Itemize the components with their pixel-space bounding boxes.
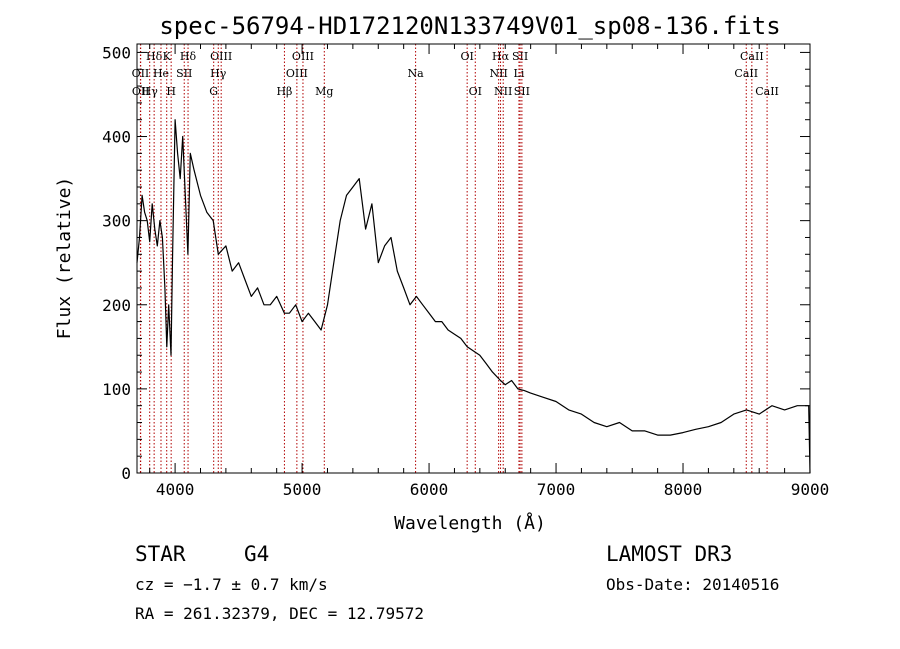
line-label: CaII [740,50,764,63]
chart-title: spec-56794-HD172120N133749V01_sp08-136.f… [159,12,780,40]
spectrum-line [136,119,811,474]
x-tick-label: 8000 [664,480,703,499]
line-label: OIII [286,67,308,80]
y-axis: 0 100 200 300 400 500 [102,43,810,483]
coordinates: RA = 261.32379, DEC = 12.79572 [135,604,424,623]
object-subclass: G4 [244,542,269,566]
line-label: Hγ [210,67,227,80]
line-label: Hδ [180,50,197,63]
x-axis-label: Wavelength (Å) [394,512,546,534]
line-label: K [163,50,172,63]
line-label: SII [512,50,528,63]
line-label: OI [469,85,482,98]
x-tick-label: 9000 [791,480,830,499]
line-label: Li [514,67,525,80]
spectrum-series [136,119,811,474]
line-label: G [209,85,218,98]
line-label: NII [489,67,507,80]
x-tick-label: 7000 [537,480,576,499]
line-label: CaII [734,67,758,80]
y-tick-label: 200 [102,296,131,315]
survey-name: LAMOST DR3 [606,542,732,566]
line-label: Hγ [142,85,159,98]
x-tick-label: 5000 [283,480,322,499]
redshift-velocity: cz = −1.7 ± 0.7 km/s [135,575,328,594]
y-tick-label: 300 [102,212,131,231]
line-label: OI [460,50,473,63]
line-label: SII [514,85,530,98]
line-label: Hδ [146,50,163,63]
plot-frame [136,43,811,474]
y-tick-label: 0 [121,464,131,483]
line-label: Hβ [276,85,292,98]
observation-date: Obs-Date: 20140516 [606,575,779,594]
x-tick-label: 4000 [156,480,195,499]
line-label: OIII [210,50,232,63]
line-label: He [153,67,169,80]
x-axis: 4000 5000 6000 7000 8000 9000 [149,44,830,499]
y-tick-label: 400 [102,128,131,147]
y-tick-label: 500 [102,43,131,62]
line-label: Mg [315,85,333,98]
line-label: OIII [292,50,314,63]
line-label: Na [408,67,425,80]
line-label: H [166,85,176,98]
line-label: OII [132,85,150,98]
line-label: NII [494,85,512,98]
line-label: CaII [755,85,779,98]
line-label: Hα [492,50,510,63]
line-label: SII [176,67,192,80]
x-tick-label: 6000 [410,480,449,499]
object-class: STAR [135,542,186,566]
y-tick-label: 100 [102,380,131,399]
y-axis-label: Flux (relative) [54,177,75,340]
